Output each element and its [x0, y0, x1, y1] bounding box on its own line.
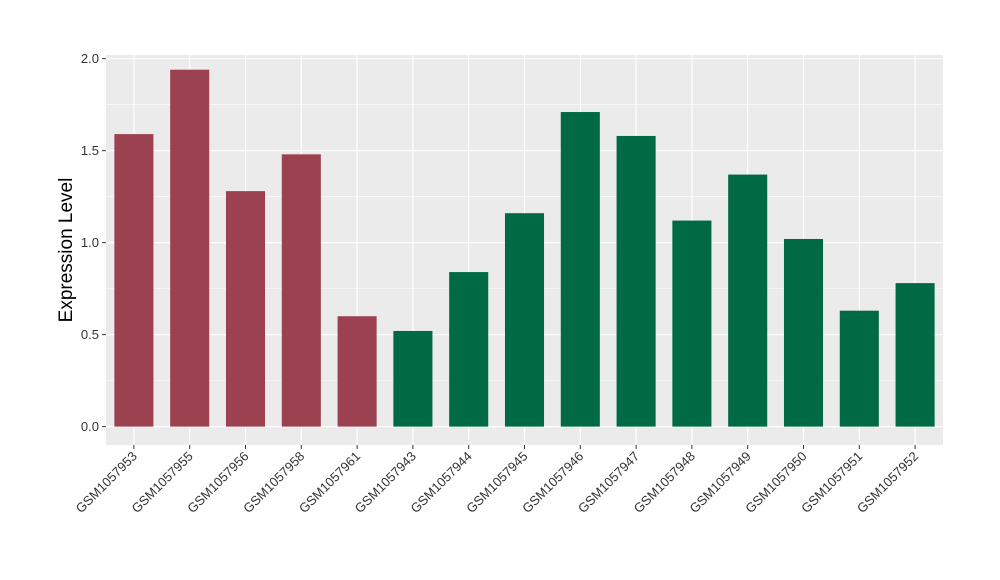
bar-GSM1057958: [281, 154, 321, 427]
y-tick-label: 0.0: [81, 419, 99, 434]
y-axis-title: Expression Level: [56, 178, 77, 323]
bar-GSM1057950: [783, 238, 824, 427]
bar-GSM1057947: [616, 135, 656, 427]
y-tick-label: 0.5: [81, 327, 99, 342]
bar-GSM1057946: [560, 112, 600, 427]
bar-GSM1057953: [114, 134, 154, 427]
bar-GSM1057961: [337, 316, 377, 427]
bar-GSM1057951: [839, 310, 879, 427]
bar-GSM1057948: [672, 220, 712, 427]
bar-GSM1057945: [504, 213, 545, 427]
bar-GSM1057952: [895, 283, 935, 427]
x-axis: GSM1057953GSM1057955GSM1057956GSM1057958…: [73, 445, 921, 516]
y-tick-label: 1.0: [81, 235, 99, 250]
y-tick-label: 2.0: [81, 51, 99, 66]
bars: [114, 69, 935, 427]
y-axis: 0.0 0.5 1.0 1.5 2.0: [81, 51, 106, 434]
bar-GSM1057956: [225, 191, 266, 427]
bar-GSM1057949: [728, 174, 768, 427]
bar-GSM1057944: [449, 272, 489, 427]
bar-GSM1057955: [170, 69, 210, 427]
y-tick-label: 1.5: [81, 143, 99, 158]
bar-GSM1057943: [393, 330, 433, 427]
